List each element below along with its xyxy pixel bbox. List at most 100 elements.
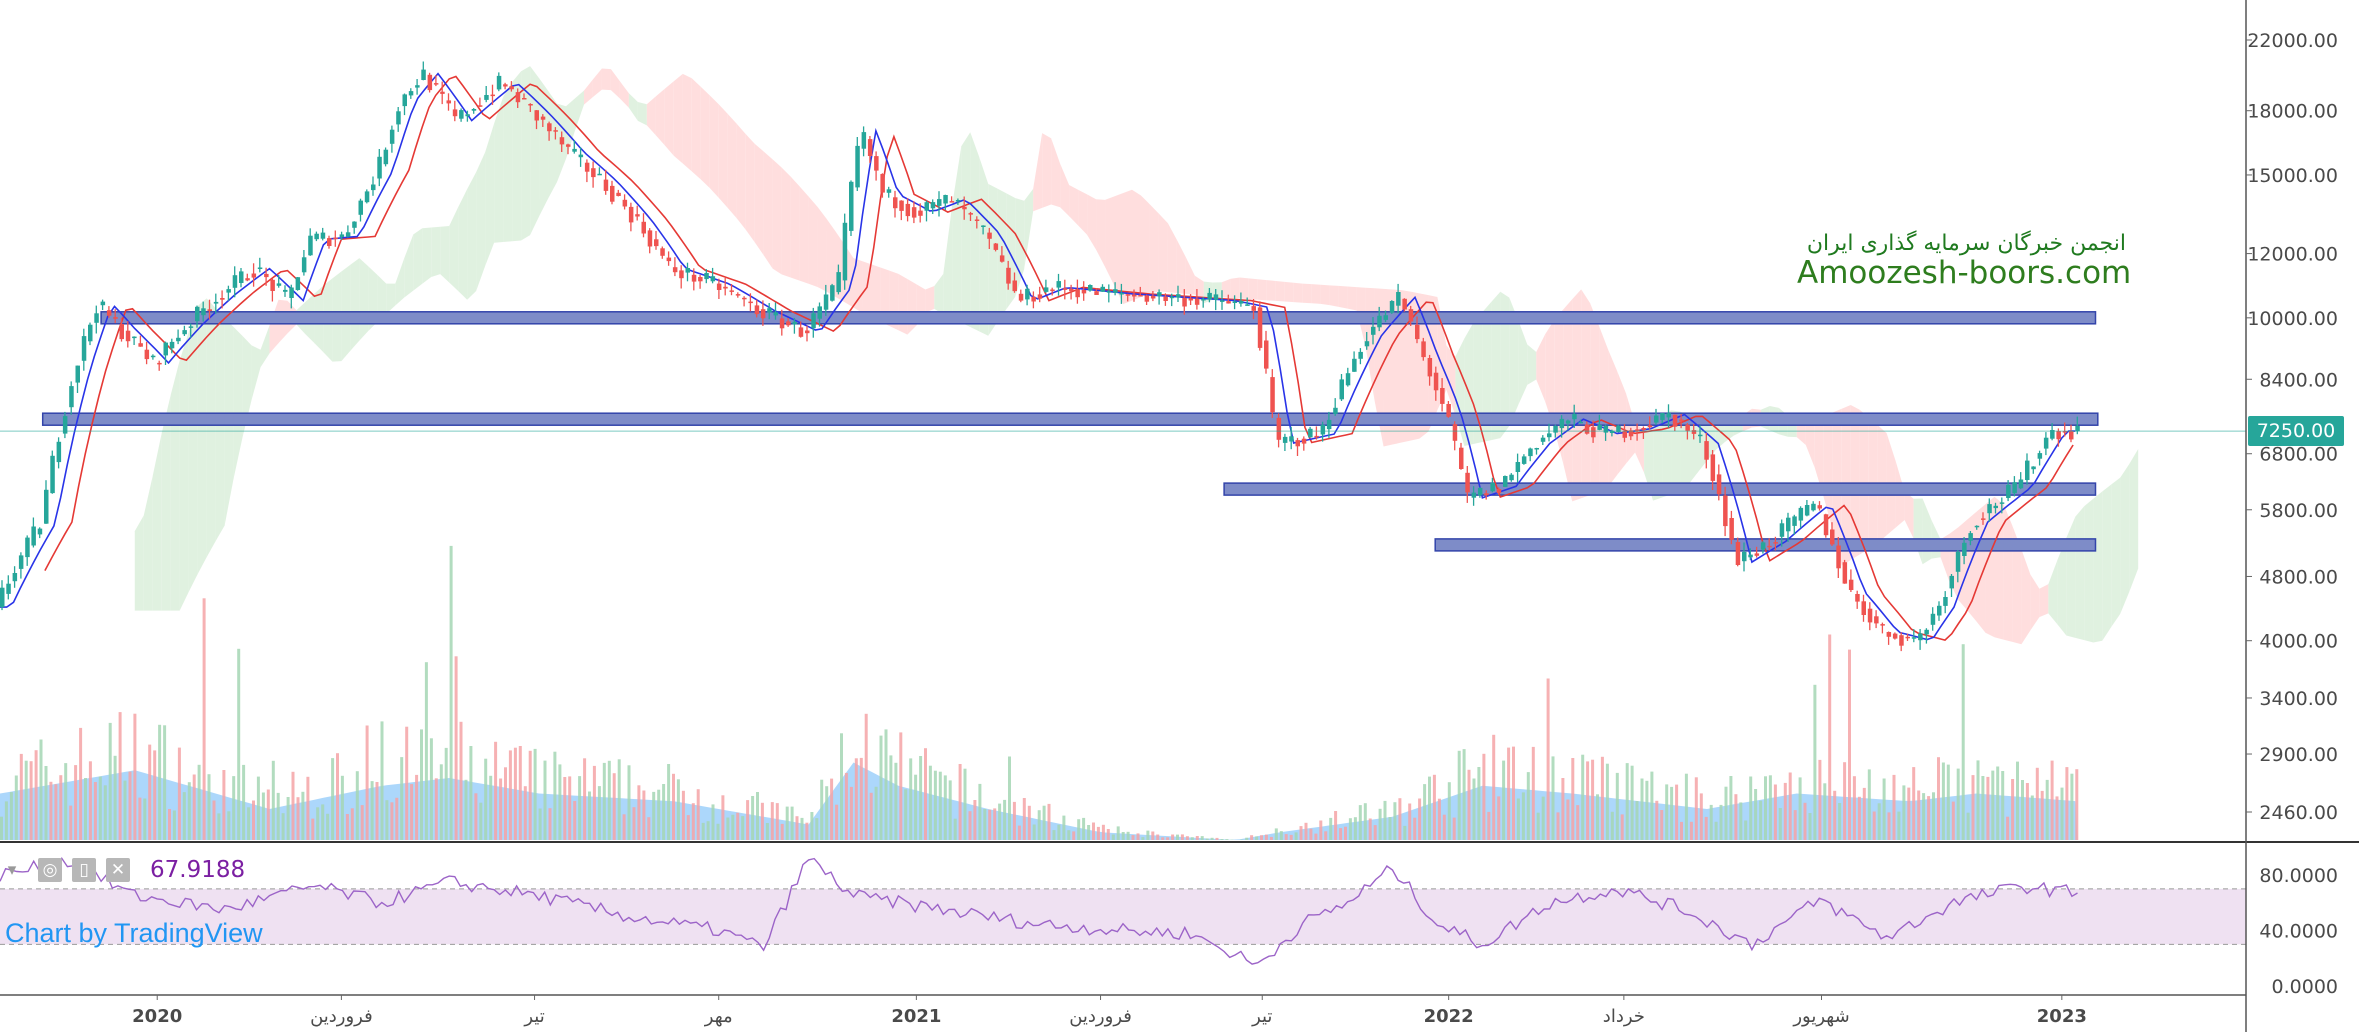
volume-bar bbox=[326, 813, 330, 840]
candle bbox=[1289, 426, 1294, 450]
volume-bar bbox=[2060, 787, 2064, 840]
volume-bar bbox=[429, 738, 433, 840]
candle bbox=[1710, 450, 1716, 490]
volume-bar bbox=[1111, 834, 1115, 840]
ichimoku-cloud-segment bbox=[718, 104, 728, 208]
ichimoku-cloud-segment bbox=[907, 278, 917, 335]
volume-bar bbox=[1017, 825, 1021, 840]
volume-bar bbox=[1892, 774, 1896, 840]
volume-bar bbox=[963, 768, 967, 840]
candle bbox=[1811, 501, 1816, 512]
volume-bar bbox=[2016, 761, 2019, 840]
volume-bar bbox=[44, 766, 48, 840]
volume-bar bbox=[187, 782, 191, 840]
candle bbox=[245, 273, 250, 282]
candle bbox=[1421, 337, 1426, 361]
support-resistance-zone[interactable] bbox=[41, 412, 2099, 426]
ichimoku-cloud-segment bbox=[1024, 188, 1034, 270]
price-tick-label: 15000.00 bbox=[2247, 165, 2338, 187]
volume-bar bbox=[301, 791, 305, 840]
volume-bar bbox=[1428, 776, 1431, 840]
candle bbox=[301, 250, 307, 276]
support-resistance-zone[interactable] bbox=[100, 311, 2097, 325]
collapse-icon[interactable]: ▾ bbox=[7, 860, 17, 880]
volume-bar bbox=[1269, 836, 1273, 840]
volume-bar bbox=[647, 817, 651, 840]
candle bbox=[1295, 437, 1300, 456]
ichimoku-cloud-segment bbox=[440, 225, 450, 283]
volume-bar bbox=[1941, 762, 1945, 840]
candle bbox=[2018, 472, 2024, 490]
settings-icon[interactable]: ◎ bbox=[38, 858, 62, 882]
volume-bar bbox=[1719, 804, 1723, 840]
ichimoku-cloud-segment bbox=[1419, 293, 1429, 439]
candle bbox=[685, 262, 690, 282]
price-pane[interactable] bbox=[0, 61, 2246, 841]
ichimoku-cloud-segment bbox=[1311, 284, 1321, 304]
candle bbox=[1930, 607, 1936, 631]
candle bbox=[433, 75, 439, 87]
time-tick-label: 2022 bbox=[1424, 1006, 1474, 1027]
candle bbox=[974, 216, 980, 229]
tradingview-credit[interactable]: Chart by TradingView bbox=[5, 918, 263, 948]
price-tick-label: 5800.00 bbox=[2259, 500, 2338, 522]
candle bbox=[899, 200, 904, 221]
volume-bar bbox=[1171, 834, 1175, 840]
candle bbox=[2031, 466, 2036, 474]
candle bbox=[421, 61, 426, 81]
candle bbox=[1660, 412, 1665, 424]
candle bbox=[698, 274, 703, 289]
candle bbox=[163, 341, 168, 365]
ichimoku-cloud-segment bbox=[188, 306, 198, 592]
time-tick-label: تیر bbox=[1251, 1006, 1272, 1027]
volume-bar bbox=[1116, 826, 1120, 840]
candle bbox=[1547, 423, 1552, 442]
candle bbox=[1031, 291, 1036, 309]
candle bbox=[1257, 301, 1263, 351]
ichimoku-cloud-segment bbox=[574, 90, 584, 131]
candle bbox=[408, 88, 414, 99]
candle bbox=[1465, 466, 1470, 503]
candle bbox=[37, 527, 43, 539]
rsi-tick-label: 80.0000 bbox=[2259, 865, 2338, 887]
candle bbox=[6, 575, 11, 600]
support-resistance-zone[interactable] bbox=[1223, 482, 2097, 496]
ichimoku-cloud-segment bbox=[871, 264, 881, 322]
candle bbox=[1075, 279, 1080, 304]
volume-bar bbox=[291, 771, 295, 840]
volume-bar bbox=[222, 770, 226, 840]
volume-bar bbox=[1581, 754, 1585, 840]
volume-bar bbox=[686, 815, 690, 840]
time-tick-label: مهر bbox=[704, 1006, 733, 1027]
candle bbox=[1194, 289, 1200, 310]
ichimoku-cloud-segment bbox=[799, 186, 809, 284]
candle bbox=[660, 246, 665, 259]
candle bbox=[1056, 273, 1061, 296]
candle bbox=[918, 203, 923, 223]
volume-bar bbox=[1052, 830, 1056, 840]
close-icon[interactable]: ✕ bbox=[106, 858, 130, 882]
candle bbox=[1886, 631, 1892, 645]
ichimoku-cloud-segment bbox=[898, 273, 908, 335]
candle bbox=[1515, 453, 1521, 483]
volume-bar bbox=[1650, 771, 1654, 840]
ichimoku-cloud-segment bbox=[1123, 189, 1132, 305]
candle bbox=[339, 231, 345, 240]
candle bbox=[867, 136, 873, 163]
hide-icon[interactable]: ▯ bbox=[72, 858, 96, 882]
candle bbox=[1270, 369, 1275, 418]
ichimoku-cloud-segment bbox=[2084, 498, 2094, 643]
rsi-pane[interactable] bbox=[0, 857, 2246, 965]
ichimoku-cloud-segment bbox=[682, 73, 692, 172]
volume-bar bbox=[1897, 811, 1901, 840]
rsi-tick-label: 0.0000 bbox=[2272, 976, 2338, 998]
volume-bar bbox=[1620, 814, 1624, 840]
candle bbox=[1503, 475, 1508, 487]
candle bbox=[1377, 306, 1382, 332]
candle bbox=[773, 302, 778, 320]
volume-bar bbox=[1541, 796, 1545, 840]
candle bbox=[622, 194, 628, 210]
price-tick-label: 2900.00 bbox=[2259, 744, 2338, 766]
volume-bar bbox=[662, 784, 666, 840]
